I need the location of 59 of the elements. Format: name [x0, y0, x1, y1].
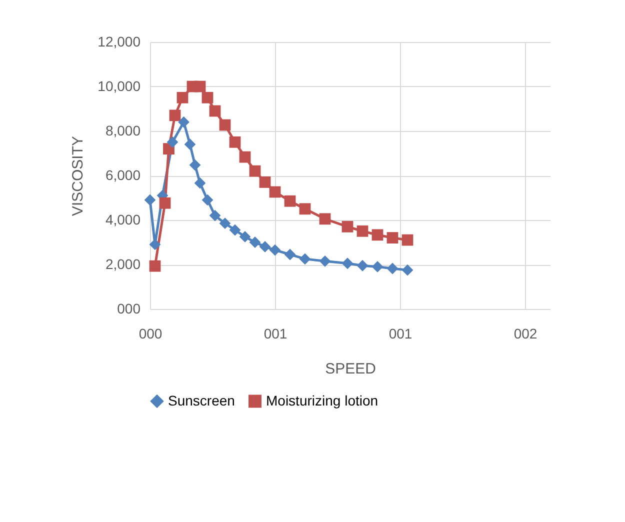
point — [386, 232, 398, 244]
x-tick-label: 001 — [388, 326, 412, 342]
point — [169, 110, 181, 122]
point — [178, 116, 190, 128]
point — [249, 165, 261, 177]
point — [402, 264, 414, 276]
point — [189, 159, 201, 171]
y-tick-label: 12,000 — [98, 34, 141, 50]
point — [386, 262, 398, 274]
legend-label: Moisturizing lotion — [266, 392, 378, 408]
point — [209, 210, 221, 222]
point — [259, 241, 271, 252]
y-axis-title: VISCOSITY — [70, 136, 87, 216]
point — [356, 260, 368, 272]
point — [299, 203, 311, 215]
point — [202, 92, 214, 104]
point — [229, 224, 241, 236]
x-tick-label: 000 — [138, 326, 162, 342]
point — [239, 230, 251, 242]
point — [319, 255, 331, 267]
point — [269, 244, 281, 256]
point — [342, 220, 354, 232]
point — [284, 248, 296, 260]
point — [284, 195, 296, 207]
point — [342, 258, 354, 270]
point — [372, 229, 384, 241]
y-tick-label: 6,000 — [105, 167, 141, 183]
point — [219, 119, 231, 131]
y-tick-label: 4,000 — [105, 212, 141, 228]
point — [372, 261, 384, 272]
point — [269, 186, 281, 198]
point — [194, 177, 206, 189]
x-tick-label: 001 — [264, 326, 288, 342]
point — [149, 238, 161, 250]
point — [259, 176, 271, 188]
y-tick-label: 000 — [117, 300, 141, 316]
point — [209, 105, 221, 117]
point — [194, 80, 206, 92]
x-tick-label: 002 — [514, 326, 538, 342]
point — [229, 136, 241, 148]
point — [202, 194, 214, 206]
point — [144, 194, 156, 206]
point — [249, 236, 261, 248]
point — [356, 225, 368, 237]
y-tick-label: 10,000 — [98, 78, 141, 94]
legend-label: Sunscreen — [168, 392, 235, 408]
y-tick-label: 2,000 — [105, 256, 141, 272]
point — [159, 197, 171, 209]
point — [176, 92, 188, 104]
x-axis-title: SPEED — [325, 360, 376, 378]
point — [299, 253, 311, 265]
point — [219, 218, 231, 230]
point — [149, 260, 161, 272]
point — [184, 138, 196, 150]
point — [402, 234, 414, 246]
point — [166, 136, 178, 148]
y-tick-label: 8,000 — [105, 122, 141, 138]
point — [319, 213, 331, 225]
point — [239, 151, 251, 163]
